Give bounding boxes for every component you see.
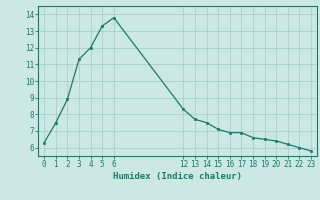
X-axis label: Humidex (Indice chaleur): Humidex (Indice chaleur): [113, 172, 242, 181]
